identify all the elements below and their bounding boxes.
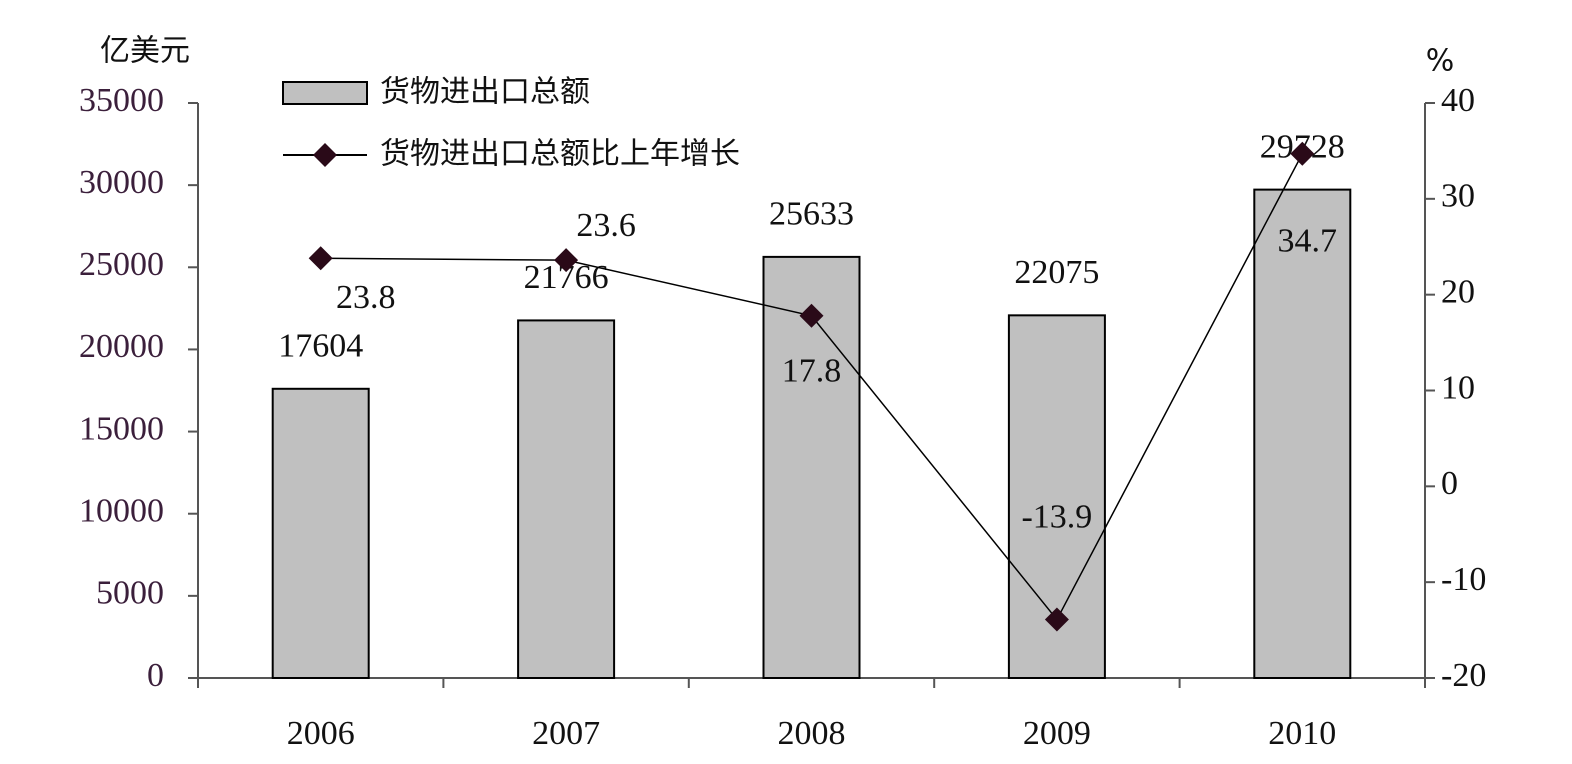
- bar-value-label: 17604: [278, 328, 363, 365]
- y-tick-label: 15000: [79, 410, 164, 447]
- y2-tick-label: -10: [1441, 561, 1486, 598]
- line-marker: [308, 246, 333, 271]
- y-tick-label: 35000: [79, 82, 164, 119]
- x-tick-label: 2007: [532, 715, 600, 752]
- legend-label: 货物进出口总额: [380, 75, 590, 110]
- line-marker: [554, 248, 579, 273]
- y-tick-label: 30000: [79, 164, 164, 201]
- line-marker: [1044, 607, 1069, 632]
- y-tick-label: 20000: [79, 328, 164, 365]
- legend-label: 货物进出口总额比上年增长: [380, 137, 740, 172]
- y2-tick-label: -20: [1441, 657, 1486, 694]
- y2-tick-label: 10: [1441, 369, 1475, 406]
- x-tick-label: 2008: [778, 715, 846, 752]
- bar: [517, 319, 616, 679]
- x-tick-label: 2006: [287, 715, 355, 752]
- bar: [1253, 188, 1352, 680]
- bar: [271, 387, 370, 679]
- y2-axis-label: %: [1426, 44, 1455, 79]
- x-tick-label: 2009: [1023, 715, 1091, 752]
- y-tick-label: 10000: [79, 493, 164, 530]
- y-tick-label: 25000: [79, 246, 164, 283]
- legend-marker: [313, 143, 337, 167]
- line-value-label: 23.8: [336, 279, 396, 316]
- line-value-label: 34.7: [1278, 223, 1338, 260]
- legend-swatch: [282, 81, 368, 105]
- bar-value-label: 22075: [1014, 254, 1099, 291]
- y-axis-label: 亿美元: [100, 34, 190, 69]
- y2-tick-label: 0: [1441, 465, 1458, 502]
- line-value-label: 17.8: [782, 353, 842, 390]
- bar-value-label: 25633: [769, 196, 854, 233]
- y2-tick-label: 20: [1441, 273, 1475, 310]
- line-marker: [1290, 141, 1315, 166]
- y-tick-label: 5000: [96, 575, 164, 612]
- x-tick-label: 2010: [1268, 715, 1336, 752]
- line-value-label: 23.6: [576, 207, 636, 244]
- line-value-label: -13.9: [1021, 498, 1092, 535]
- y2-tick-label: 30: [1441, 178, 1475, 215]
- y2-tick-label: 40: [1441, 82, 1475, 119]
- line-marker: [799, 303, 824, 328]
- y-tick-label: 0: [147, 657, 164, 694]
